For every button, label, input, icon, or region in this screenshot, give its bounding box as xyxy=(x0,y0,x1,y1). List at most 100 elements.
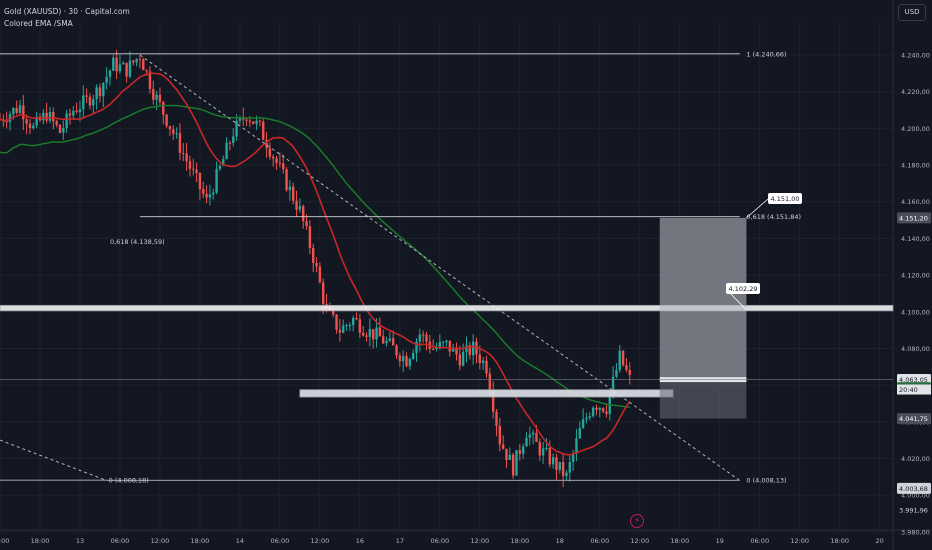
candle-body xyxy=(282,163,285,170)
candle-body xyxy=(165,114,168,127)
candle-body xyxy=(302,206,305,221)
candle-body xyxy=(192,168,195,170)
candle-body xyxy=(342,325,345,333)
candle-body xyxy=(182,152,185,154)
fib-level-1-label: 1 (4.240,66) xyxy=(746,50,786,58)
candle-body xyxy=(122,62,125,65)
candle-body xyxy=(368,329,372,337)
candle-body xyxy=(345,325,348,327)
candle-body xyxy=(178,133,182,153)
candle-body xyxy=(611,376,615,395)
candle-body xyxy=(411,352,415,359)
target-callout-1-box xyxy=(768,193,802,204)
candle-body xyxy=(365,335,368,337)
candle-body xyxy=(515,450,518,476)
candle-body xyxy=(215,168,218,193)
candle-body xyxy=(262,121,265,140)
currency-button[interactable]: USD xyxy=(898,4,926,21)
y-tick-label: 4.080,00 xyxy=(901,345,930,353)
candle-body xyxy=(12,108,15,115)
fib-level-0-label: 0 (4.008,13) xyxy=(746,477,786,485)
candle-body xyxy=(322,282,325,304)
candle-body xyxy=(22,105,25,120)
candle-body xyxy=(438,341,442,348)
candle-body xyxy=(218,165,222,169)
candle-body xyxy=(591,407,595,417)
candle-body xyxy=(132,60,135,63)
candle-body xyxy=(415,341,418,353)
candle-body xyxy=(458,354,462,366)
y-tick-label: 4.100,00 xyxy=(901,308,930,316)
price-tag-text: 3.991,96 xyxy=(899,506,928,514)
candle-body xyxy=(441,341,445,343)
candle-body xyxy=(545,447,548,449)
candle-body xyxy=(135,58,138,63)
candle-body xyxy=(558,462,561,470)
candle-body xyxy=(478,354,482,364)
candle-body xyxy=(152,88,155,100)
candle-body xyxy=(535,432,538,442)
events-icon[interactable]: ⚡ xyxy=(630,514,644,528)
candle-body xyxy=(352,317,355,326)
candle-body xyxy=(518,450,522,454)
candle-body xyxy=(551,457,555,465)
target-callout-1-pointer xyxy=(746,198,769,219)
x-tick-label: 12:00 xyxy=(630,537,649,545)
symbol-title[interactable]: Gold (XAUUSD) · 30 · Capital.com xyxy=(4,7,130,16)
price-tag-text: 4.151,20 xyxy=(899,214,928,222)
candle-body xyxy=(338,329,342,333)
candle-body xyxy=(628,370,631,375)
y-tick-label: 4.180,00 xyxy=(901,162,930,170)
price-tag-bg xyxy=(897,482,931,494)
candle-body xyxy=(92,99,95,106)
candle-body xyxy=(8,114,12,122)
candle-body xyxy=(358,319,362,333)
x-tick-label: 12:00 xyxy=(151,537,170,545)
resistance-zone xyxy=(0,304,894,312)
candle-body xyxy=(371,329,375,340)
candle-body xyxy=(395,345,398,356)
candle-body xyxy=(278,162,282,164)
candle-body xyxy=(385,340,388,344)
x-tick-label: 06:00 xyxy=(430,537,449,545)
candle-body xyxy=(155,94,158,100)
candle-body xyxy=(72,110,75,116)
candle-body xyxy=(332,310,335,315)
candle-body xyxy=(195,169,198,174)
candle-body xyxy=(312,247,315,263)
x-tick-label: 19 xyxy=(716,537,724,545)
candle-body xyxy=(401,356,405,362)
candle-body xyxy=(258,120,262,122)
candle-body xyxy=(58,124,62,133)
candle-body xyxy=(548,447,551,465)
candle-body xyxy=(501,444,505,449)
x-tick-label: 12:00 xyxy=(790,537,809,545)
candle-body xyxy=(138,58,142,60)
position-target-box xyxy=(659,217,747,380)
chart-legend: Gold (XAUUSD) · 30 · Capital.com Colored… xyxy=(4,6,130,30)
support-zone xyxy=(299,389,674,398)
indicator-label[interactable]: Colored EMA /SMA xyxy=(4,19,73,28)
candle-body xyxy=(448,340,452,352)
candle-body xyxy=(595,407,598,410)
candle-body xyxy=(78,109,82,113)
fib-left-0-label: 0 (4.008,18) xyxy=(109,477,149,485)
candle-body xyxy=(162,101,165,115)
candle-body xyxy=(308,226,312,248)
candle-body xyxy=(142,59,145,71)
candle-body xyxy=(495,411,498,426)
candle-body xyxy=(305,220,308,227)
y-tick-label: 4.160,00 xyxy=(901,198,930,206)
candle-body xyxy=(15,108,18,113)
candle-body xyxy=(295,200,298,210)
price-tag-text: 4.063,05 xyxy=(899,376,928,384)
candle-body xyxy=(511,454,515,476)
candle-body xyxy=(245,119,248,121)
x-tick-label: 12:00 xyxy=(311,537,330,545)
candle-body xyxy=(272,156,275,159)
candle-body xyxy=(288,186,292,191)
candle-body xyxy=(585,417,588,420)
candle-body xyxy=(275,158,278,163)
candle-body xyxy=(148,71,152,89)
